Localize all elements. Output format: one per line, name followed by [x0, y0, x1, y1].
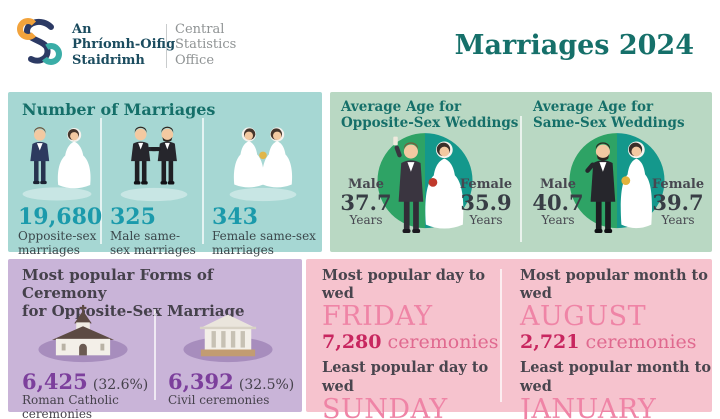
- same-sex-wedding-couple-icon: [569, 133, 665, 233]
- opposite-sex-wedding-couple-icon: [377, 133, 473, 233]
- female-age-stat: Female 35.9 Years: [459, 177, 513, 227]
- female-age-stat: Female 39.7 Years: [651, 177, 705, 227]
- ceremony-label: Roman Catholic ceremonies: [22, 393, 119, 419]
- popular-month-section: Most popular month to wed AUGUST 2,721 c…: [504, 259, 712, 419]
- church-icon: [38, 304, 128, 363]
- ceremony-count-line: 6,425 (32.6%): [22, 371, 152, 392]
- average-age-same-sex: Average Age for Same-Sex Weddings: [522, 92, 712, 252]
- male-age-stat: Male 37.7 Years: [340, 177, 392, 227]
- marriage-type-label: Male same-sex marriages: [110, 229, 196, 257]
- marriage-type-label: Opposite-sex marriages: [18, 229, 97, 257]
- least-popular-month-label: Least popular month to wed: [520, 359, 712, 395]
- most-popular-day-value: FRIDAY: [322, 301, 433, 333]
- marriage-count: 343: [212, 204, 258, 230]
- most-popular-day-count: 7,280 ceremonies: [322, 330, 499, 353]
- marriage-type-label: Female same-sex marriages: [212, 229, 316, 257]
- marriage-stat-female-same-sex: 343 Female same-sex marriages: [210, 122, 316, 257]
- ceremony-count: 6,425: [22, 369, 88, 394]
- most-popular-day-label: Most popular day to wed: [322, 267, 486, 303]
- ceremony-label: Civil ceremonies: [168, 393, 270, 407]
- opposite-sex-couple-icon: [22, 127, 92, 201]
- column-divider: [100, 118, 102, 244]
- most-popular-month-count: 2,721 ceremonies: [520, 330, 697, 353]
- panel-title: Number of Marriages: [22, 100, 216, 119]
- column-divider: [202, 118, 204, 244]
- male-age-stat: Male 40.7 Years: [532, 177, 584, 227]
- panel-ceremony-forms: Most popular Forms of Ceremony for Oppos…: [8, 259, 302, 419]
- marriage-stat-male-same-sex: 325 Male same-sex marriages: [108, 122, 200, 257]
- average-age-opposite-sex: Average Age for Opposite-Sex Weddings: [330, 92, 520, 252]
- ceremony-count: 6,392: [168, 369, 234, 394]
- least-popular-day-label: Least popular day to wed: [322, 359, 489, 395]
- section-title: Average Age for Same-Sex Weddings: [533, 99, 685, 132]
- least-popular-month-value: JANUARY: [520, 393, 657, 419]
- column-divider: [500, 269, 502, 402]
- column-divider: [520, 116, 522, 242]
- ceremony-share: (32.6%): [92, 377, 149, 393]
- logo-irish-name: An Phríomh-Oifig Staidrimh: [72, 22, 176, 68]
- most-popular-month-label: Most popular month to wed: [520, 267, 708, 303]
- cso-logo-icon: [17, 18, 62, 65]
- ceremony-share: (32.5%): [238, 377, 295, 393]
- male-same-sex-couple-icon: [120, 126, 188, 202]
- most-popular-month-value: AUGUST: [520, 301, 647, 333]
- column-divider: [154, 309, 156, 400]
- panel-average-age: Average Age for Opposite-Sex Weddings: [330, 92, 712, 252]
- marriage-count: 325: [110, 204, 156, 230]
- logo-divider: [166, 24, 167, 68]
- marriage-count: 19,680: [18, 204, 103, 230]
- logo-english-name: Central Statistics Office: [175, 22, 237, 68]
- ceremony-stat-roman-catholic: 6,425 (32.6%) Roman Catholic ceremonies: [14, 303, 152, 419]
- least-popular-day-value: SUNDAY: [322, 393, 448, 419]
- page-title: Marriages 2024: [454, 30, 694, 61]
- ceremony-stat-civil: 6,392 (32.5%) Civil ceremonies: [160, 303, 296, 407]
- panel-number-of-marriages: Number of Marriages: [8, 92, 322, 257]
- panel-popular-day-month: Most popular day to wed FRIDAY 7,280 cer…: [306, 259, 712, 419]
- ceremony-count-line: 6,392 (32.5%): [168, 371, 296, 392]
- section-title: Average Age for Opposite-Sex Weddings: [341, 99, 519, 132]
- marriage-stat-opposite-sex: 19,680 Opposite-sex marriages: [16, 122, 102, 257]
- female-same-sex-couple-icon: [229, 127, 297, 202]
- civil-building-icon: [183, 314, 273, 363]
- panel-title: Most popular Forms of Ceremony for Oppos…: [22, 266, 245, 320]
- popular-day-section: Most popular day to wed FRIDAY 7,280 cer…: [306, 259, 500, 419]
